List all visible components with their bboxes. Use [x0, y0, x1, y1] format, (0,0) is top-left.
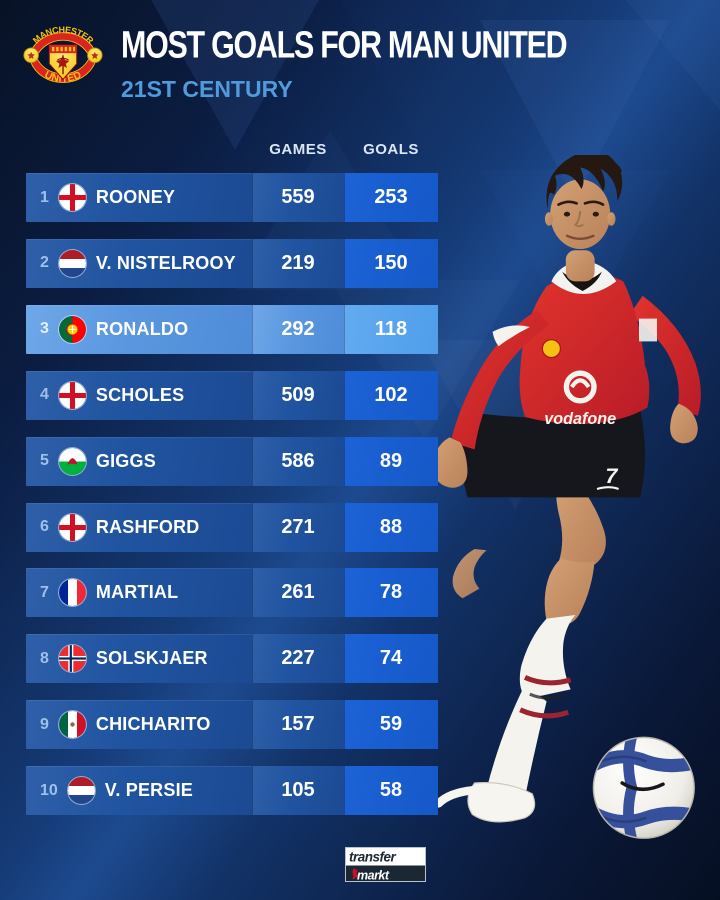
svg-text:vodafone: vodafone: [544, 410, 616, 428]
svg-text:markt: markt: [357, 869, 390, 883]
svg-text:transfer: transfer: [349, 850, 397, 865]
svg-text:7: 7: [605, 463, 618, 488]
